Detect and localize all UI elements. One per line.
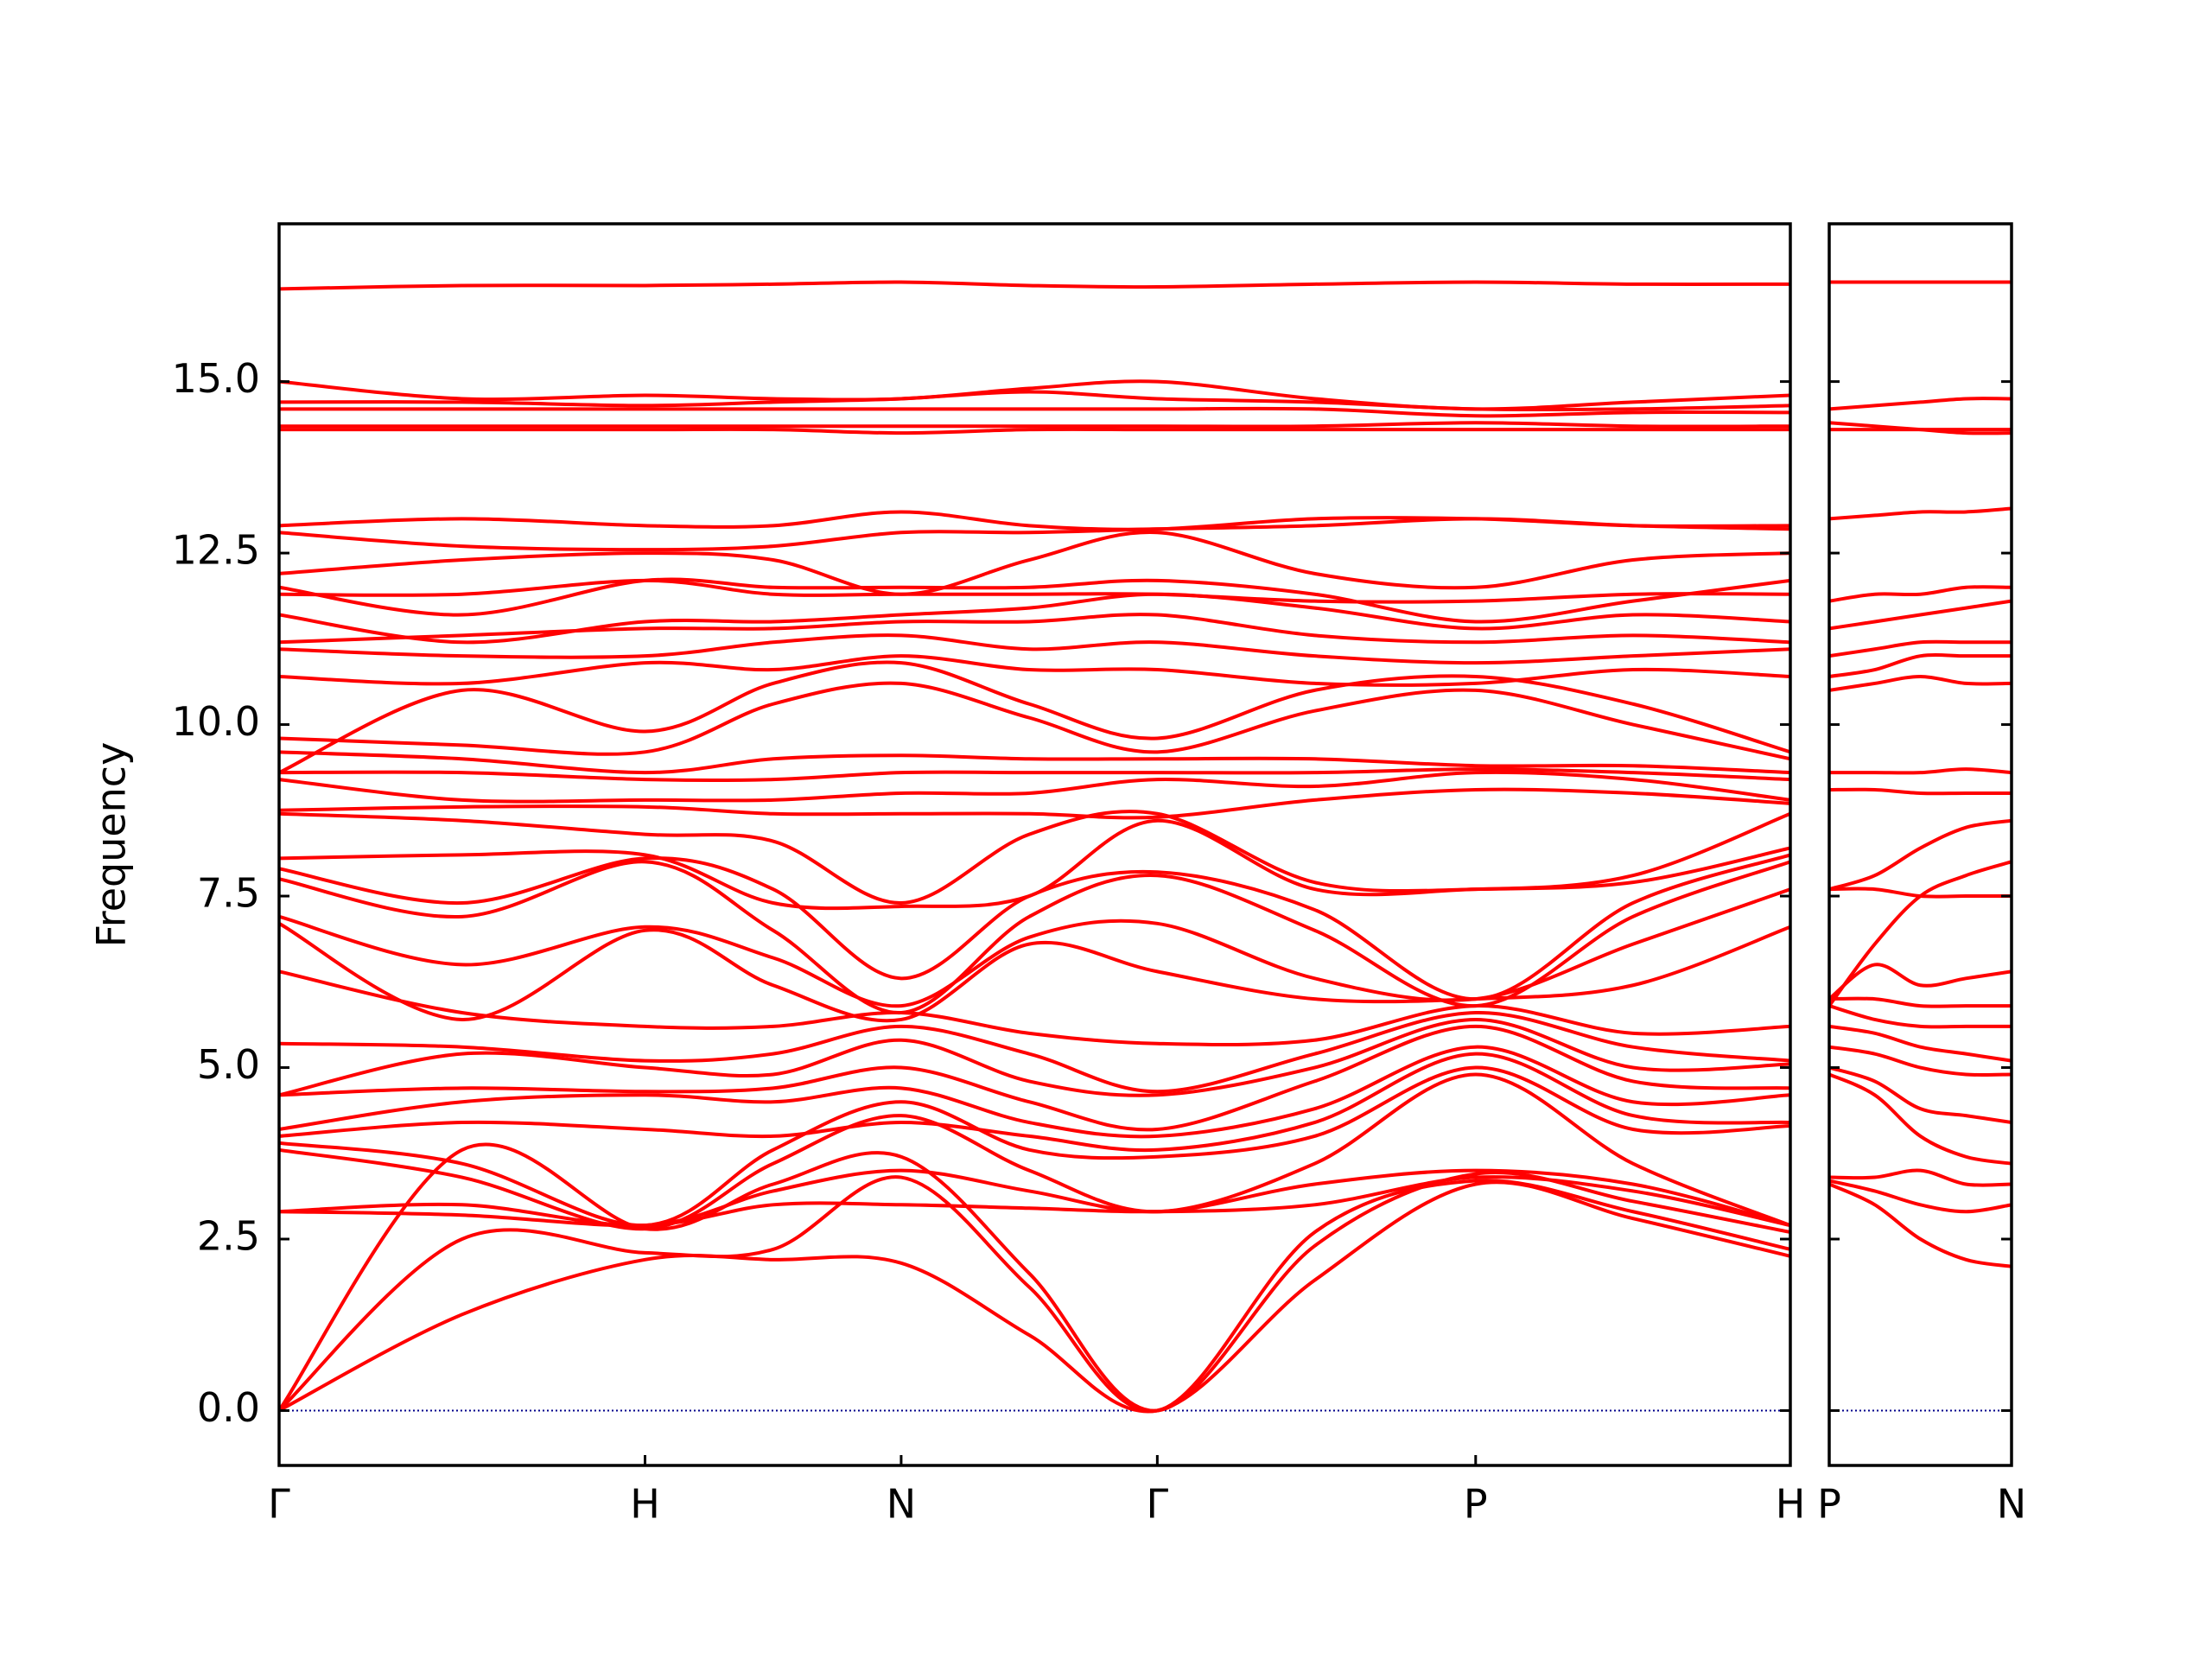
band-line [279,577,1790,624]
band-line [279,853,1790,1001]
band-line [279,660,1790,774]
band-line [1829,599,2012,631]
band-line [279,1017,1790,1097]
band-line [279,750,1790,775]
band-line [1829,1045,2012,1077]
band-line [279,578,1790,604]
band-line [279,1045,1790,1139]
band-line [1829,421,2012,435]
band-line [279,406,1790,418]
band-line [279,767,1790,783]
y-tick-label: 7.5 [197,870,260,917]
band-line [1829,767,2012,775]
band-line [279,531,1790,596]
plot-area [1829,280,2012,1412]
band-line [279,810,1790,905]
band-line [1829,585,2012,603]
band-line [279,969,1790,1047]
x-tick-label: P [1817,1481,1841,1528]
band-line [279,1024,1790,1132]
band-line [279,613,1790,645]
band-line [279,654,1790,687]
y-tick-label: 2.5 [197,1213,260,1260]
band-line [279,922,1790,1023]
band-line [1829,963,2012,1001]
x-tick-label: Γ [1147,1481,1169,1528]
y-tick-label: 10.0 [172,698,260,745]
band-line [1829,1168,2012,1187]
y-axis-label: Frequency [88,742,135,948]
band-line [279,1011,1790,1094]
y-tick-label: 12.5 [172,527,260,574]
band-line [1829,1024,2012,1063]
band-line [1829,1182,2012,1268]
band-line [279,787,1790,820]
band-line [279,592,1790,645]
plot-area [279,280,1790,1414]
band-line [279,1052,1790,1153]
x-tick-label: P [1464,1481,1488,1528]
band-line [279,280,1790,291]
band-line [279,1175,1790,1414]
band-line [279,379,1790,411]
band-line [1829,506,2012,521]
band-line [279,510,1790,531]
band-line [279,421,1790,429]
band-line [279,860,1790,1015]
band-line [279,1072,1790,1231]
band-line [279,681,1790,761]
band-line [279,1065,1790,1228]
band-line [1829,1065,2012,1125]
band-line [1829,674,2012,692]
band-line [1829,1004,2012,1029]
band-line [1829,397,2012,411]
band-line [1829,787,2012,796]
band-line [1829,887,2012,899]
band-line [279,390,1790,412]
band-line [279,770,1790,804]
x-tick-label: Γ [268,1481,290,1528]
y-tick-label: 5.0 [197,1041,260,1088]
band-line [279,1168,1790,1228]
band-line [279,427,1790,435]
band-line [279,1142,1790,1413]
band-line [1829,639,2012,658]
x-tick-label: H [630,1481,660,1528]
band-line [1829,653,2012,678]
x-tick-label: H [1776,1481,1806,1528]
x-tick-label: N [887,1481,916,1528]
band-line [1829,1179,2012,1214]
band-line [1829,1072,2012,1166]
x-tick-label: N [1997,1481,2026,1528]
axes-frame [277,222,1792,1467]
y-tick-label: 15.0 [172,355,260,402]
y-tick-label: 0.0 [197,1384,260,1431]
band-line [279,1175,1790,1228]
band-line [1829,818,2012,892]
band-line [1829,860,2012,1007]
band-line [1829,996,2012,1008]
axes-frame [1827,222,2013,1467]
band-line [279,633,1790,665]
